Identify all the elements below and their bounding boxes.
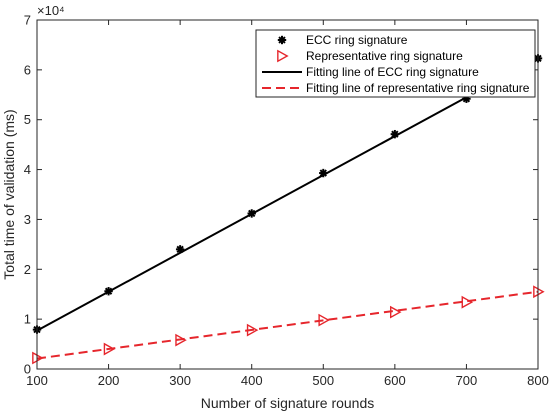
- y-tick-label: 2: [24, 262, 31, 277]
- legend-label: Fitting line of representative ring sign…: [306, 81, 530, 95]
- plot-border: [36, 19, 539, 370]
- legend-entry: Representative ring signature: [277, 49, 463, 63]
- y-tick-label: 5: [24, 112, 31, 127]
- x-axis-title: Number of signature rounds: [201, 395, 375, 411]
- representative-point: [389, 305, 402, 319]
- y-tick-label: 0: [24, 362, 31, 377]
- representative-point: [246, 323, 259, 337]
- legend-entry: Fitting line of representative ring sign…: [262, 81, 530, 95]
- representative-point: [461, 295, 474, 309]
- ecc-point-core: [321, 170, 326, 176]
- legend-label: ECC ring signature: [306, 33, 408, 47]
- ecc-point-core: [249, 211, 254, 216]
- legend-entry: Fitting line of ECC ring signature: [262, 65, 479, 79]
- ecc-point: [319, 168, 328, 178]
- x-tick-label: 300: [169, 373, 191, 388]
- ecc-point: [390, 129, 400, 139]
- ecc-point: [104, 287, 113, 296]
- ecc-point-core: [392, 131, 398, 137]
- legend: ECC ring signature Representative ring si…: [255, 29, 536, 98]
- ticks-layer: 100 200 300 400 500 600 700 800 0 1 2 3 4 5 6 7: [24, 13, 549, 389]
- ecc-point: [175, 245, 185, 254]
- representative-point: [103, 342, 116, 356]
- representative-point: [32, 351, 44, 365]
- marks-layer: [32, 54, 545, 365]
- x-tick-label: 100: [26, 373, 48, 388]
- fit-line-representative: [36, 290, 539, 360]
- ecc-point-core: [464, 96, 469, 101]
- legend-ecc-marker-core: [279, 37, 285, 43]
- y-tick-label: 6: [24, 62, 31, 77]
- ecc-point-core: [177, 247, 183, 252]
- y-tick-label: 3: [24, 212, 31, 227]
- legend-ecc-marker: [277, 35, 287, 45]
- y-tick-label: 4: [24, 162, 31, 177]
- x-tick-label: 800: [527, 373, 549, 388]
- ecc-point: [247, 209, 256, 218]
- representative-point: [318, 313, 330, 327]
- y-exponent-label: ×10⁴: [37, 3, 65, 18]
- x-tick-label: 700: [456, 373, 478, 388]
- legend-entry: ECC ring signature: [277, 33, 408, 47]
- legend-label: Representative ring signature: [306, 49, 463, 63]
- legend-representative-marker: [277, 49, 289, 63]
- representative-point: [533, 285, 545, 299]
- fit-line-ecc: [36, 57, 539, 332]
- x-tick-label: 400: [241, 373, 263, 388]
- x-tick-label: 500: [312, 373, 334, 388]
- y-tick-label: 1: [24, 312, 31, 327]
- legend-label: Fitting line of ECC ring signature: [306, 65, 479, 79]
- x-tick-label: 200: [98, 373, 120, 388]
- legend-box: [255, 29, 536, 98]
- plot-frame: [36, 19, 539, 370]
- y-axis-title: Total time of validation (ms): [1, 109, 17, 279]
- y-tick-label: 7: [24, 13, 31, 28]
- representative-point: [175, 333, 187, 347]
- x-tick-label: 600: [384, 373, 406, 388]
- ecc-point-core: [106, 289, 111, 294]
